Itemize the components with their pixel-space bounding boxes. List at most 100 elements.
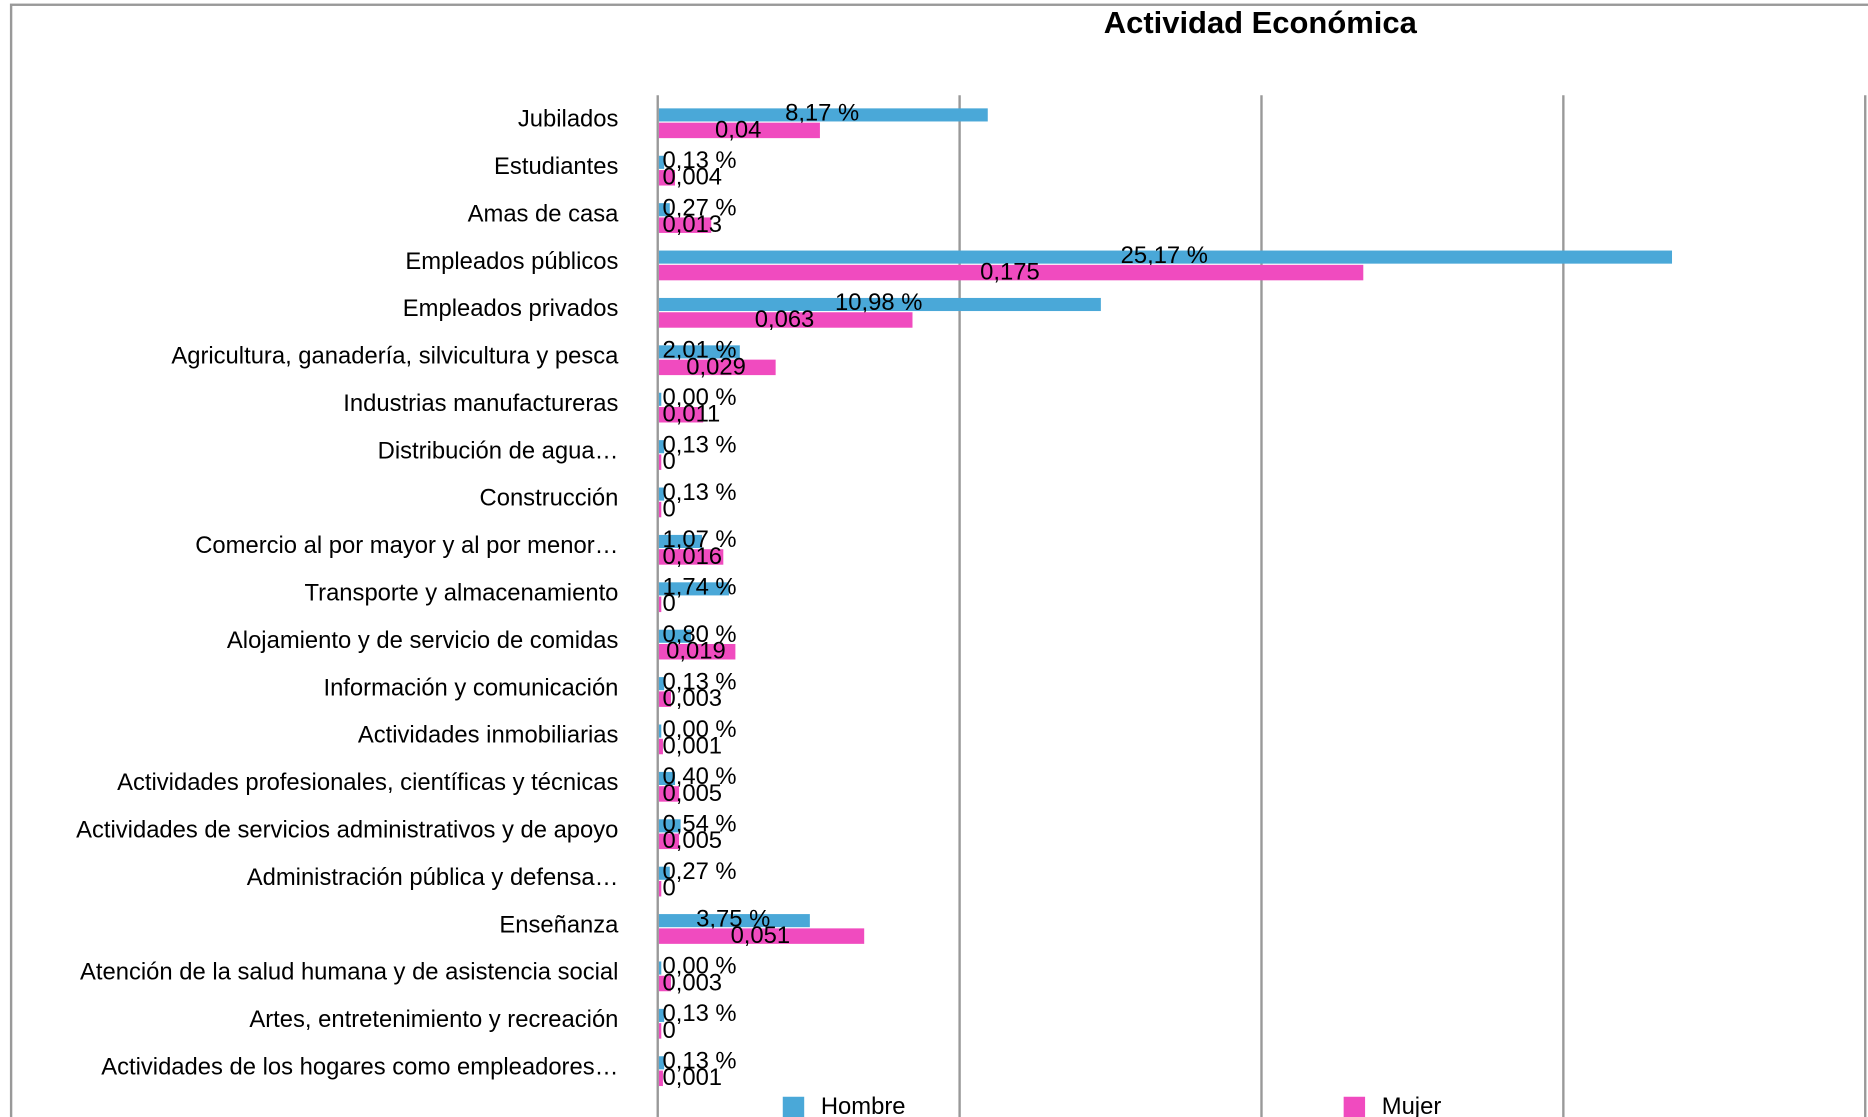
bar — [658, 217, 712, 233]
bar — [658, 534, 702, 549]
bar — [658, 122, 820, 139]
value-label: 0,00 % — [662, 384, 736, 411]
bar — [658, 677, 665, 691]
bar — [658, 738, 663, 755]
value-label: 0,80 % — [662, 621, 736, 648]
bar — [658, 250, 1673, 264]
bar — [658, 155, 665, 169]
value-label: 0,175 — [980, 258, 1040, 285]
bar — [658, 880, 662, 897]
bar — [658, 644, 736, 660]
y-tick-label: Construcción — [480, 485, 619, 512]
bar — [658, 392, 662, 406]
value-label: 0,001 — [662, 732, 722, 759]
legend-swatch — [782, 1096, 805, 1117]
bar — [658, 629, 692, 643]
value-label: 0,005 — [662, 827, 722, 854]
bar — [658, 487, 665, 501]
bar — [658, 724, 662, 738]
bar — [658, 407, 704, 423]
y-tick-label: Amas de casa — [468, 200, 620, 227]
value-label: 0,011 — [662, 401, 720, 428]
y-tick-label: Distribución de agua… — [378, 437, 619, 464]
y-tick-label: Comercio al por mayor y al por menor… — [195, 532, 618, 559]
bar — [658, 203, 670, 217]
y-tick-label: Administración pública y defensa… — [247, 864, 619, 891]
y-tick-label: Empleados privados — [403, 295, 619, 322]
value-label: 0,13 % — [662, 431, 736, 458]
value-label: 0,54 % — [662, 811, 736, 838]
legend-label: Mujer — [1382, 1093, 1442, 1117]
value-label: 0,016 — [662, 543, 722, 570]
value-label: 0,001 — [662, 1064, 722, 1091]
y-tick-label: Industrias manufactureras — [343, 390, 618, 417]
y-tick-label: Transporte y almacenamiento — [305, 580, 619, 607]
bar — [658, 771, 676, 785]
bar — [658, 1023, 662, 1039]
value-label: 0 — [662, 1017, 675, 1044]
legend-swatch — [1343, 1096, 1366, 1117]
value-label: 0,029 — [686, 353, 746, 380]
y-tick-label: Jubilados — [518, 106, 619, 133]
value-label: 0 — [662, 590, 675, 617]
value-label: 0,005 — [662, 780, 722, 807]
bar — [658, 975, 671, 992]
y-tick-label: Enseñanza — [499, 911, 619, 938]
value-label: 1,74 % — [662, 574, 736, 601]
y-tick-label: Actividades profesionales, científicas y… — [117, 769, 618, 796]
value-label: 0 — [662, 448, 675, 475]
bar — [658, 961, 662, 975]
value-label: 0,004 — [662, 164, 722, 191]
value-label: 25,17 % — [1121, 242, 1208, 269]
bar — [658, 501, 662, 518]
chart-title: Actividad Económica — [1104, 5, 1418, 40]
bar — [658, 596, 662, 613]
y-tick-label: Agricultura, ganadería, silvicultura y p… — [171, 343, 619, 370]
bar — [658, 312, 913, 328]
value-label: 3,75 % — [696, 905, 770, 932]
bar — [658, 1056, 665, 1070]
value-label: 1,07 % — [662, 526, 736, 553]
y-tick-label: Actividades de los hogares como empleado… — [101, 1053, 618, 1080]
value-label: 2,01 % — [662, 337, 736, 364]
bar — [658, 1070, 663, 1087]
value-label: 0,00 % — [662, 953, 736, 980]
bar — [658, 914, 810, 928]
bar — [658, 108, 988, 122]
value-label: 0,13 % — [662, 668, 736, 695]
y-tick-label: Atención de la salud humana y de asisten… — [80, 959, 618, 986]
value-label: 0,003 — [662, 969, 722, 996]
value-label: 0,27 % — [662, 858, 736, 885]
value-label: 0,13 % — [662, 479, 736, 506]
bar — [658, 345, 740, 359]
value-label: 0,019 — [666, 638, 726, 665]
value-label: 0 — [662, 875, 675, 902]
bar — [658, 582, 729, 596]
frame — [9, 3, 1868, 1117]
bar — [658, 549, 724, 565]
y-tick-label: Información y comunicación — [323, 674, 618, 701]
value-label: 0,27 % — [662, 194, 736, 221]
bar — [658, 297, 1101, 312]
bar — [658, 1008, 665, 1022]
legend-label: Hombre — [821, 1093, 906, 1117]
bar — [658, 928, 865, 944]
value-label: 0,063 — [755, 306, 815, 333]
bar — [658, 264, 1364, 281]
value-label: 0,13 % — [662, 147, 736, 174]
bar — [658, 866, 670, 880]
value-label: 0,13 % — [662, 1048, 736, 1075]
value-label: 8,17 % — [785, 100, 859, 127]
value-label: 0,003 — [662, 685, 722, 712]
y-tick-label: Estudiantes — [494, 153, 618, 180]
y-tick-label: Actividades inmobiliarias — [358, 722, 619, 749]
bar — [658, 786, 680, 802]
value-label: 0 — [662, 495, 675, 522]
y-tick-label: Actividades de servicios administrativos… — [76, 816, 618, 843]
value-label: 0,00 % — [662, 716, 736, 743]
value-label: 0,013 — [662, 211, 722, 238]
y-tick-label: Empleados públicos — [405, 248, 618, 275]
bar — [658, 819, 681, 833]
bar — [658, 170, 676, 186]
